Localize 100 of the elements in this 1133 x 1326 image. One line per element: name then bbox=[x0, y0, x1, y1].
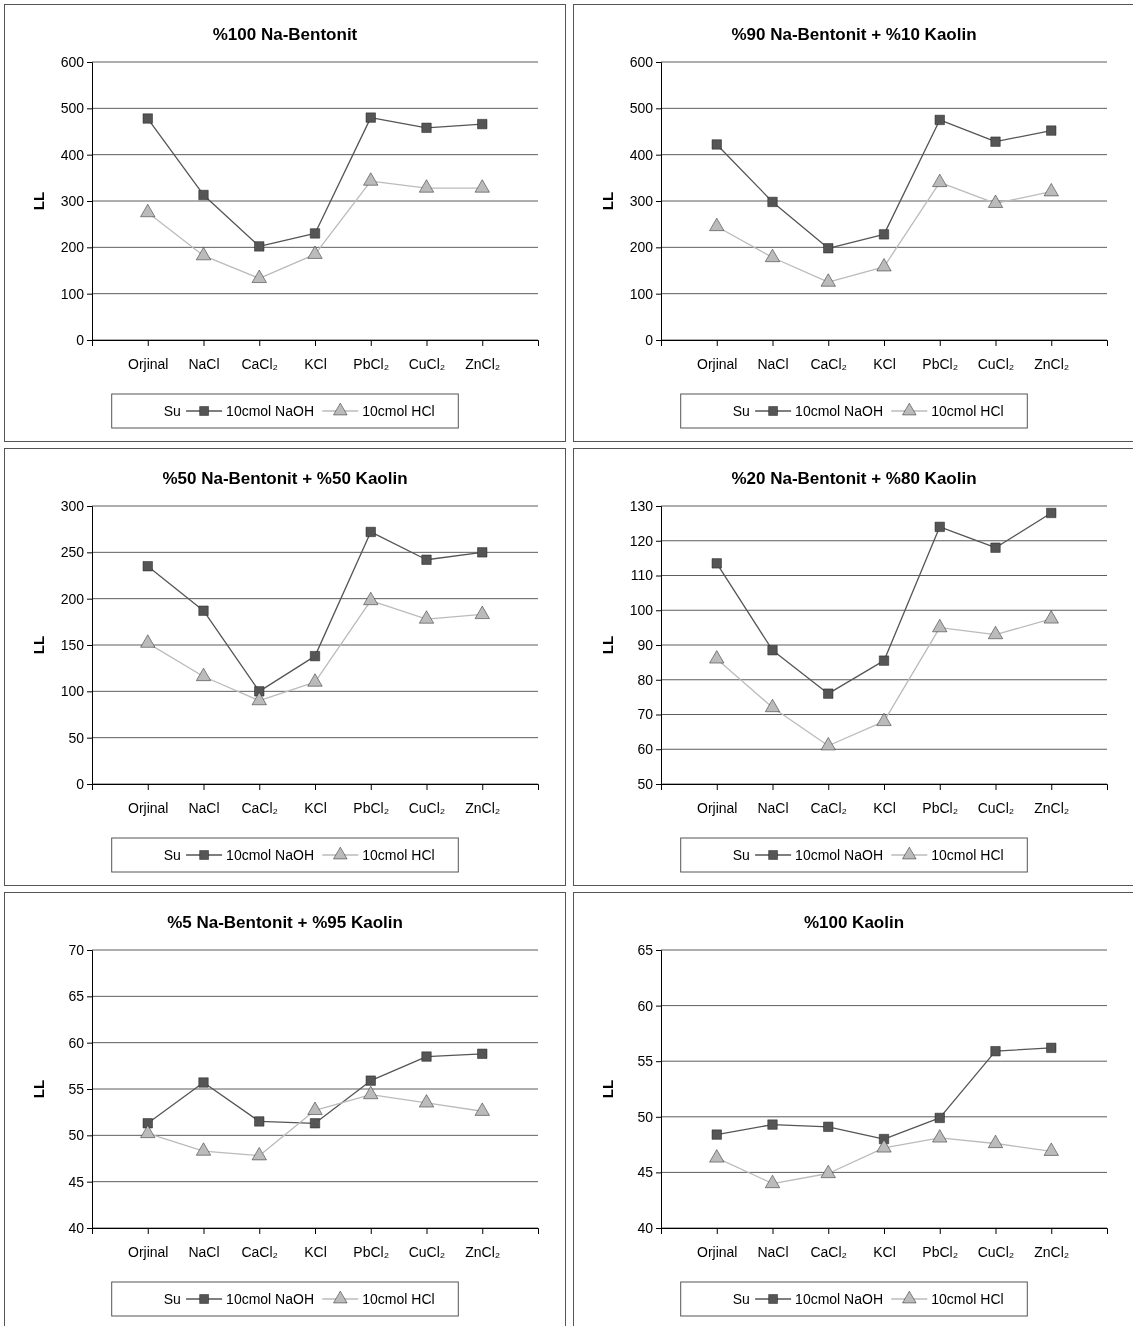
point bbox=[474, 1102, 490, 1116]
point bbox=[196, 667, 211, 681]
point bbox=[198, 1077, 209, 1088]
point bbox=[765, 248, 780, 262]
text: Su bbox=[732, 1291, 750, 1307]
point bbox=[879, 229, 889, 240]
y-tick-label: 100 bbox=[629, 285, 654, 302]
point bbox=[477, 547, 488, 558]
point bbox=[421, 122, 432, 133]
x-tick-label: CaCl₂ bbox=[241, 1243, 279, 1260]
x-tick-label: PbCl₂ bbox=[353, 799, 390, 816]
x-tick-label: ZnCl₂ bbox=[465, 799, 501, 816]
y-axis-title: LL bbox=[30, 635, 47, 655]
point bbox=[310, 1118, 320, 1129]
x-tick-label: CuCl₂ bbox=[408, 1243, 446, 1260]
point bbox=[988, 194, 1003, 208]
chart-title: %100 Na-Bentonit bbox=[212, 25, 358, 44]
y-tick-label: 55 bbox=[637, 1053, 654, 1070]
y-tick-label: 0 bbox=[76, 331, 85, 348]
y-tick-label: 300 bbox=[60, 192, 85, 209]
point bbox=[765, 698, 780, 712]
x-tick-label: Orjinal bbox=[697, 799, 738, 816]
y-tick-label: 500 bbox=[60, 100, 85, 117]
legend-label: 10cmol HCl bbox=[931, 847, 1004, 863]
point bbox=[196, 247, 211, 261]
y-tick-label: 600 bbox=[60, 53, 85, 70]
y-tick-label: 300 bbox=[60, 497, 85, 514]
legend-label: 10cmol NaOH bbox=[795, 1291, 884, 1307]
y-axis-title: LL bbox=[599, 191, 616, 211]
point bbox=[198, 605, 209, 616]
chart-title: %50 Na-Bentonit + %50 Kaolin bbox=[162, 469, 408, 488]
y-tick-label: 150 bbox=[60, 636, 85, 653]
y-tick-label: 130 bbox=[629, 497, 654, 514]
y-tick-label: 40 bbox=[637, 1219, 654, 1236]
point bbox=[140, 634, 156, 648]
point bbox=[990, 136, 1001, 147]
x-tick-label: CaCl₂ bbox=[810, 799, 848, 816]
legend-label: 10cmol NaOH bbox=[795, 847, 884, 863]
y-tick-label: 200 bbox=[60, 239, 85, 256]
y-tick-label: 40 bbox=[68, 1219, 85, 1236]
point bbox=[140, 204, 156, 217]
legend-label: 10cmol HCl bbox=[362, 847, 435, 863]
x-tick-label: KCl bbox=[304, 1243, 327, 1260]
point bbox=[934, 1112, 945, 1123]
y-tick-label: 70 bbox=[637, 706, 654, 723]
point bbox=[251, 1147, 267, 1161]
y-tick-label: 110 bbox=[630, 567, 654, 584]
text: Su bbox=[163, 1291, 181, 1307]
text: Su bbox=[732, 847, 750, 863]
point bbox=[477, 119, 488, 130]
point bbox=[363, 591, 379, 605]
point bbox=[879, 655, 889, 666]
y-tick-label: 120 bbox=[629, 532, 654, 549]
point bbox=[711, 1129, 722, 1140]
legend-label: 10cmol NaOH bbox=[795, 403, 884, 419]
x-tick-label: ZnCl₂ bbox=[1034, 799, 1070, 816]
point bbox=[474, 179, 490, 193]
legend-label: 10cmol HCl bbox=[931, 1291, 1004, 1307]
y-tick-label: 100 bbox=[60, 285, 85, 302]
point bbox=[310, 228, 320, 239]
y-tick-label: 100 bbox=[60, 683, 85, 700]
point bbox=[477, 1048, 488, 1059]
y-tick-label: 60 bbox=[637, 997, 654, 1014]
point bbox=[365, 1075, 376, 1086]
y-tick-label: 45 bbox=[637, 1164, 654, 1181]
point bbox=[932, 619, 948, 633]
x-tick-label: PbCl₂ bbox=[922, 799, 959, 816]
point bbox=[988, 1134, 1003, 1148]
point bbox=[932, 173, 948, 187]
legend-label: 10cmol HCl bbox=[362, 403, 435, 419]
chart-title: %5 Na-Bentonit + %95 Kaolin bbox=[167, 913, 403, 932]
point bbox=[990, 542, 1001, 553]
point bbox=[307, 673, 323, 687]
point bbox=[419, 179, 434, 193]
chart-title: %90 Na-Bentonit + %10 Kaolin bbox=[731, 25, 977, 44]
x-tick-label: CaCl₂ bbox=[241, 799, 279, 816]
point bbox=[934, 521, 945, 532]
legend-label: 10cmol NaOH bbox=[226, 403, 315, 419]
y-tick-label: 500 bbox=[629, 100, 654, 117]
point bbox=[474, 605, 490, 619]
y-tick-label: 65 bbox=[637, 941, 654, 958]
y-tick-label: 45 bbox=[68, 1173, 85, 1190]
point bbox=[876, 712, 892, 726]
y-tick-label: 80 bbox=[637, 671, 654, 688]
legend-label: 10cmol NaOH bbox=[226, 1291, 315, 1307]
point bbox=[1043, 1142, 1059, 1156]
point bbox=[307, 1101, 323, 1115]
y-tick-label: 100 bbox=[629, 602, 654, 619]
x-tick-label: Orjinal bbox=[697, 355, 738, 372]
point bbox=[421, 1051, 432, 1062]
point bbox=[1043, 183, 1059, 197]
x-tick-label: CuCl₂ bbox=[977, 355, 1015, 372]
point bbox=[711, 558, 722, 569]
point bbox=[711, 139, 722, 150]
point bbox=[820, 1164, 836, 1178]
point bbox=[767, 196, 778, 207]
point bbox=[307, 245, 323, 259]
x-tick-label: NaCl bbox=[757, 355, 789, 372]
y-tick-label: 65 bbox=[68, 988, 85, 1005]
point bbox=[765, 1174, 780, 1188]
